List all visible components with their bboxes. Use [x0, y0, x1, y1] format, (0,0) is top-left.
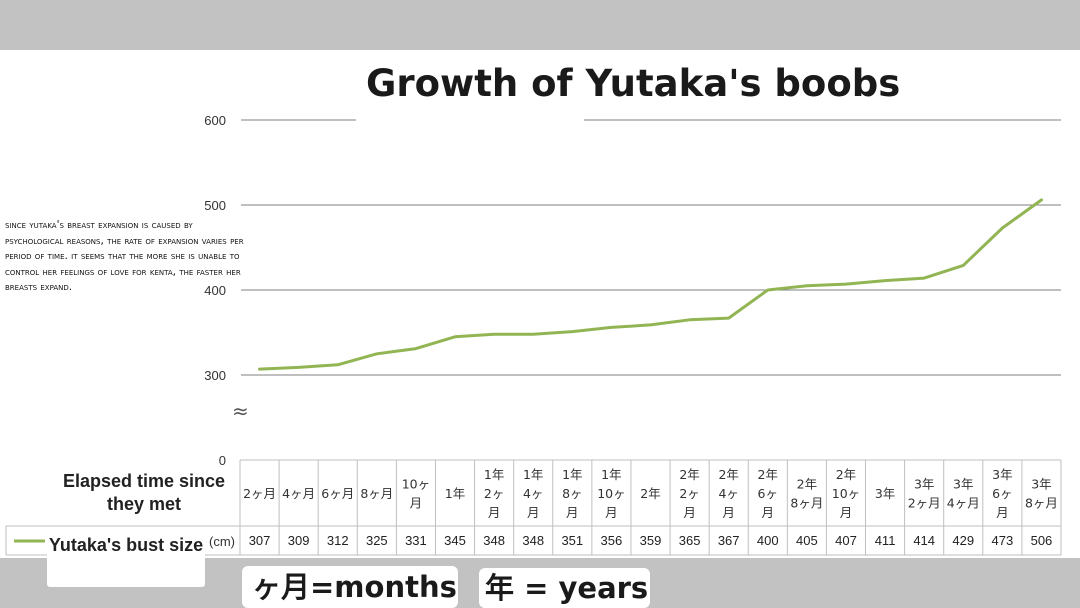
data-value-label: 367: [718, 533, 740, 548]
data-value-label: 309: [288, 533, 310, 548]
x-category-label: 1年 8ヶ月: [562, 467, 582, 520]
data-value-label: 411: [875, 533, 896, 548]
legend-series-label: Yutaka's bust size: [48, 535, 204, 555]
x-category-label: 2年 2ヶ月: [679, 467, 699, 520]
x-category-label: 1年 4ヶ月: [523, 467, 543, 520]
x-category-label: 2年 6ヶ月: [758, 467, 778, 520]
x-category-label: 4ヶ月: [282, 486, 315, 501]
unit-label: (cm): [209, 534, 235, 549]
x-category-label: 3年 4ヶ月: [947, 477, 980, 511]
data-value-label: 348: [522, 533, 544, 548]
data-value-label: 365: [679, 533, 701, 548]
x-category-label: 1年 2ヶ月: [484, 467, 504, 520]
series-line-bust-size: [258, 198, 1043, 371]
legend-label-box: [47, 528, 205, 587]
data-value-label: 407: [835, 533, 857, 548]
data-value-label: 331: [405, 533, 427, 548]
x-category-label: 1年: [445, 486, 465, 501]
elapsed-time-label: Elapsed time since they met: [62, 471, 226, 514]
annotation-note: Since Yutaka's breast expansion is cause…: [5, 219, 244, 294]
y-tick-label: 300: [204, 368, 226, 383]
data-value-label: 405: [796, 533, 818, 548]
y-tick-label: 0: [219, 453, 226, 468]
x-category-label: 2年 8ヶ月: [790, 477, 823, 511]
y-tick-label: 400: [204, 283, 226, 298]
data-value-label: 312: [327, 533, 349, 548]
x-category-label: 2年: [640, 486, 660, 501]
data-value-label: 414: [913, 533, 935, 548]
years-key-caption: 年 = years: [479, 568, 650, 608]
x-category-label: 1年 10ヶ月: [597, 467, 625, 520]
y-tick-label: 600: [204, 113, 226, 128]
months-key-caption: ヶ月=months: [242, 566, 458, 608]
x-category-label: 2年 4ヶ月: [718, 467, 738, 520]
chart-title: Growth of Yutaka's boobs: [366, 62, 901, 105]
data-value-label: 307: [249, 533, 271, 548]
x-category-label: 2ヶ月: [243, 486, 276, 501]
data-value-label: 429: [952, 533, 974, 548]
x-category-label: 2年 10ヶ月: [832, 467, 860, 520]
x-category-label: 8ヶ月: [360, 486, 393, 501]
data-value-label: 345: [444, 533, 466, 548]
x-category-label: 3年 6ヶ月: [992, 467, 1012, 520]
data-value-label: 351: [561, 533, 583, 548]
x-category-label: 3年 8ヶ月: [1025, 477, 1058, 511]
x-category-label: 6ヶ月: [321, 486, 354, 501]
data-value-label: 359: [640, 533, 662, 548]
data-value-label: 400: [757, 533, 779, 548]
x-category-label: 3年: [875, 486, 895, 501]
x-category-label: 3年 2ヶ月: [908, 477, 941, 511]
data-value-label: 506: [1031, 533, 1053, 548]
data-value-label: 356: [601, 533, 623, 548]
data-value-label: 473: [992, 533, 1014, 548]
data-value-label: 325: [366, 533, 388, 548]
axis-break-mark: ≈: [232, 399, 249, 423]
chart-panel: [0, 50, 1080, 558]
data-value-label: 348: [483, 533, 505, 548]
x-category-label: 10ヶ月: [402, 477, 430, 511]
y-tick-label: 500: [204, 198, 226, 213]
